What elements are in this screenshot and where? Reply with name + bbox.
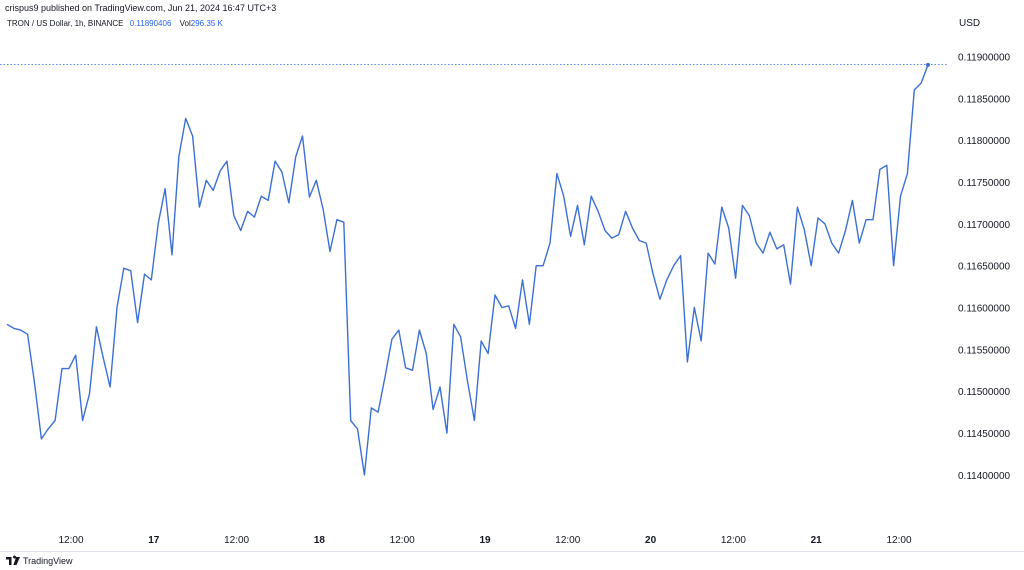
y-tick-label: 0.11900000: [958, 52, 1011, 63]
currency-label: USD: [959, 18, 981, 29]
y-tick-label: 0.11750000: [958, 178, 1011, 189]
x-tick-label: 12:00: [721, 535, 746, 546]
footer-divider: [0, 551, 1024, 552]
x-tick-label: 12:00: [555, 535, 580, 546]
y-tick-label: 0.11650000: [958, 262, 1011, 273]
x-tick-label: 20: [645, 535, 657, 546]
footer-brand: TradingView: [23, 556, 73, 566]
x-tick-label: 17: [148, 535, 160, 546]
x-tick-label: 12:00: [886, 535, 911, 546]
tradingview-logo-icon: [6, 555, 20, 565]
x-tick-label: 12:00: [58, 535, 83, 546]
x-axis[interactable]: 12:00 17 12:00 18 12:00 19 12:00 20 12:00 21 12:00: [58, 535, 911, 546]
y-tick-label: 0.11700000: [958, 220, 1011, 231]
y-tick-label: 0.11500000: [958, 387, 1011, 398]
published-caption: crispus9 published on TradingView.com, J…: [5, 3, 277, 13]
volume-value: 296.35 K: [190, 19, 223, 28]
symbol-legend: TRON / US Dollar, 1h, BINANCE 0.11890406…: [7, 17, 223, 31]
y-tick-label: 0.11600000: [958, 304, 1011, 315]
symbol-title: TRON / US Dollar, 1h, BINANCE: [7, 19, 124, 28]
x-tick-label: 21: [811, 535, 823, 546]
y-tick-label: 0.11550000: [958, 345, 1011, 356]
y-tick-label: 0.11400000: [958, 471, 1011, 482]
x-tick-label: 12:00: [224, 535, 249, 546]
x-tick-label: 19: [479, 535, 491, 546]
last-price: 0.11890406: [129, 19, 172, 28]
price-line-layer: [0, 62, 948, 476]
x-tick-label: 12:00: [390, 535, 415, 546]
x-tick-label: 18: [314, 535, 326, 546]
y-tick-label: 0.11450000: [958, 429, 1011, 440]
y-tick-label: 0.11800000: [958, 136, 1011, 147]
footer: TradingView: [6, 554, 73, 568]
last-price-point: [926, 62, 930, 67]
y-tick-label: 0.11850000: [958, 94, 1011, 105]
price-series-line: [6, 64, 929, 476]
volume-label: Vol: [179, 19, 191, 28]
top-bar: crispus9 published on TradingView.com, J…: [0, 0, 1024, 16]
y-axis[interactable]: 0.11900000 0.11850000 0.11800000 0.11750000…: [958, 52, 1011, 481]
